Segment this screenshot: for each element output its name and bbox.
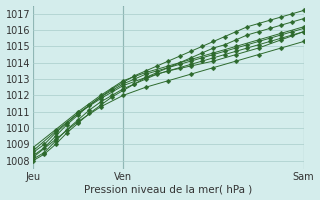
- X-axis label: Pression niveau de la mer( hPa ): Pression niveau de la mer( hPa ): [84, 184, 252, 194]
